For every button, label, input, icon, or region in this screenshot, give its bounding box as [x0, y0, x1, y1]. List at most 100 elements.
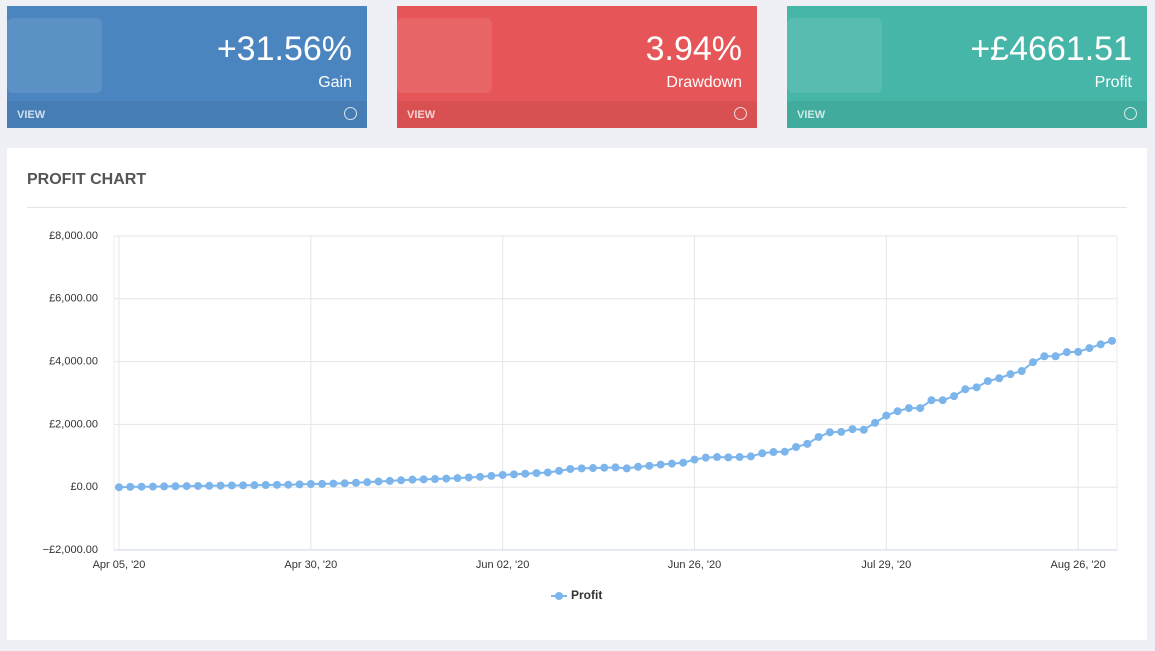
point	[803, 439, 812, 448]
point	[306, 480, 315, 489]
point	[995, 374, 1004, 383]
point	[498, 470, 507, 479]
point	[634, 462, 643, 471]
view-link[interactable]: VIEW	[407, 109, 436, 121]
point	[645, 461, 654, 470]
legend-label: Profit	[571, 588, 602, 602]
point	[160, 482, 169, 491]
point	[329, 479, 338, 488]
y-tick-label: £0.00	[70, 481, 98, 493]
point	[1096, 340, 1105, 349]
point	[611, 463, 620, 472]
point	[126, 482, 135, 491]
x-tick-label: Jun 02, '20	[476, 559, 529, 571]
card-label: Gain	[318, 74, 352, 91]
point	[148, 482, 157, 491]
point	[509, 470, 518, 479]
point	[1074, 347, 1083, 356]
card-label: Profit	[1094, 74, 1132, 91]
point	[272, 480, 281, 489]
stat-card: 3.94% Drawdown VIEW	[397, 6, 757, 128]
point	[182, 482, 191, 491]
point	[1051, 352, 1060, 361]
point	[171, 482, 180, 491]
view-link[interactable]: VIEW	[797, 109, 826, 121]
point	[950, 392, 959, 401]
point	[679, 458, 688, 467]
point	[442, 474, 451, 483]
point	[543, 468, 552, 477]
point	[746, 452, 755, 461]
point	[374, 477, 383, 486]
point	[622, 464, 631, 473]
y-tick-label: £8,000.00	[49, 230, 98, 242]
point	[938, 396, 947, 405]
arrow-icon[interactable]	[1124, 107, 1137, 120]
point	[983, 377, 992, 386]
point	[904, 404, 913, 413]
point	[1017, 367, 1026, 376]
x-tick-label: Aug 26, '20	[1050, 559, 1105, 571]
point	[205, 481, 214, 490]
point	[453, 474, 462, 483]
point	[656, 460, 665, 469]
card-footer[interactable]: VIEW	[397, 101, 757, 128]
point	[713, 453, 722, 462]
x-tick-label: Apr 05, '20	[93, 559, 146, 571]
point	[555, 466, 564, 475]
point	[318, 479, 327, 488]
card-footer[interactable]: VIEW	[787, 101, 1147, 128]
point	[408, 475, 417, 484]
divider	[27, 207, 1127, 208]
point	[814, 432, 823, 441]
y-tick-label: £6,000.00	[49, 293, 98, 305]
point	[859, 425, 868, 434]
x-tick-label: Jun 26, '20	[668, 559, 721, 571]
point	[261, 481, 270, 490]
point	[690, 455, 699, 464]
card-value: +£4661.51	[970, 30, 1132, 68]
card-label: Drawdown	[666, 74, 742, 91]
stat-card: +31.56% Gain VIEW	[7, 6, 367, 128]
point	[216, 481, 225, 490]
arrow-icon[interactable]	[734, 107, 747, 120]
point	[227, 481, 236, 490]
card-footer[interactable]: VIEW	[7, 101, 367, 128]
view-link[interactable]: VIEW	[17, 109, 46, 121]
point	[284, 480, 293, 489]
point	[667, 459, 676, 468]
point	[848, 425, 857, 434]
panel-title: PROFIT CHART	[27, 171, 147, 188]
card-icon	[7, 18, 102, 93]
point	[430, 475, 439, 484]
point	[1085, 344, 1094, 353]
x-tick-label: Jul 29, '20	[861, 559, 911, 571]
point	[577, 464, 586, 473]
card-icon	[397, 18, 492, 93]
point	[893, 407, 902, 416]
point	[476, 472, 485, 481]
point	[600, 463, 609, 472]
legend-marker	[555, 592, 563, 600]
point	[295, 480, 304, 489]
point	[566, 464, 575, 473]
point	[871, 418, 880, 427]
point	[724, 453, 733, 462]
arrow-icon[interactable]	[344, 107, 357, 120]
x-tick-label: Apr 30, '20	[284, 559, 337, 571]
y-tick-label: −£2,000.00	[43, 544, 98, 556]
y-tick-label: £2,000.00	[49, 418, 98, 430]
point	[916, 404, 925, 413]
point	[419, 475, 428, 484]
point	[792, 443, 801, 452]
point	[137, 482, 146, 491]
point	[769, 448, 778, 457]
point	[1029, 358, 1038, 367]
point	[239, 481, 248, 490]
point	[487, 471, 496, 480]
point	[340, 479, 349, 488]
card-value: +31.56%	[216, 30, 352, 68]
point	[193, 481, 202, 490]
